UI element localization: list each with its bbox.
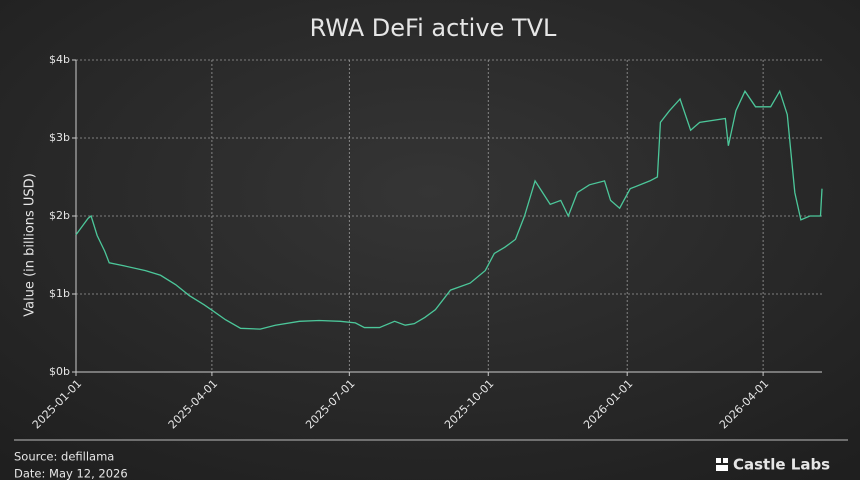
y-tick-label: $0b bbox=[49, 365, 70, 378]
chart-title: RWA DeFi active TVL bbox=[310, 14, 557, 42]
brand: Castle Labs bbox=[733, 456, 830, 474]
y-tick-label: $2b bbox=[49, 209, 70, 222]
source: Source: defillama bbox=[14, 450, 114, 464]
date-note: Date: May 12, 2026 bbox=[14, 467, 128, 480]
data-line bbox=[75, 89, 823, 330]
brand-logo bbox=[716, 458, 728, 471]
y-tick-label: $1b bbox=[49, 287, 70, 300]
y-axis-label: Value (in billions USD) bbox=[23, 173, 38, 317]
y-tick-label: $4b bbox=[49, 53, 70, 66]
y-tick-label: $3b bbox=[49, 131, 70, 144]
